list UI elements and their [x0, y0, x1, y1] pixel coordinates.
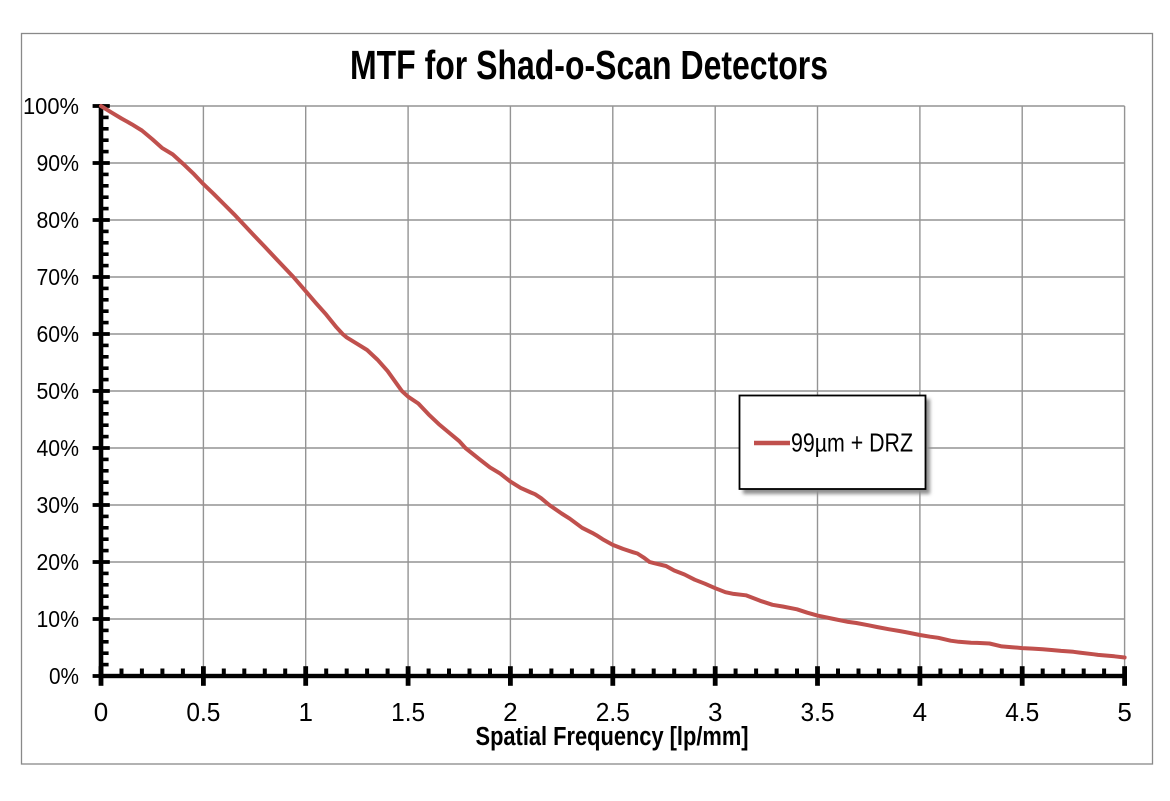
svg-text:10%: 10% — [37, 606, 80, 632]
svg-text:20%: 20% — [37, 549, 80, 575]
svg-text:Spatial Frequency [lp/mm]: Spatial Frequency [lp/mm] — [476, 723, 749, 751]
svg-text:99µm + DRZ: 99µm + DRZ — [791, 428, 913, 458]
svg-text:3: 3 — [708, 697, 722, 727]
svg-text:4.5: 4.5 — [1005, 697, 1039, 727]
svg-text:90%: 90% — [37, 150, 80, 176]
svg-text:2: 2 — [503, 697, 517, 727]
svg-text:0: 0 — [94, 697, 108, 727]
svg-text:50%: 50% — [37, 378, 80, 404]
svg-text:100%: 100% — [23, 93, 79, 119]
svg-text:MTF for Shad-o-Scan Detectors: MTF for Shad-o-Scan Detectors — [350, 42, 828, 88]
svg-text:70%: 70% — [37, 264, 80, 290]
svg-text:80%: 80% — [37, 207, 80, 233]
svg-text:4: 4 — [913, 697, 927, 727]
svg-text:5: 5 — [1117, 697, 1131, 727]
svg-text:1: 1 — [298, 697, 312, 727]
svg-text:0.5: 0.5 — [186, 697, 220, 727]
svg-text:0%: 0% — [49, 663, 79, 689]
svg-text:2.5: 2.5 — [596, 697, 630, 727]
svg-text:1.5: 1.5 — [391, 697, 425, 727]
svg-text:3.5: 3.5 — [801, 697, 835, 727]
svg-text:30%: 30% — [37, 492, 80, 518]
svg-text:40%: 40% — [37, 435, 80, 461]
svg-text:60%: 60% — [37, 321, 80, 347]
